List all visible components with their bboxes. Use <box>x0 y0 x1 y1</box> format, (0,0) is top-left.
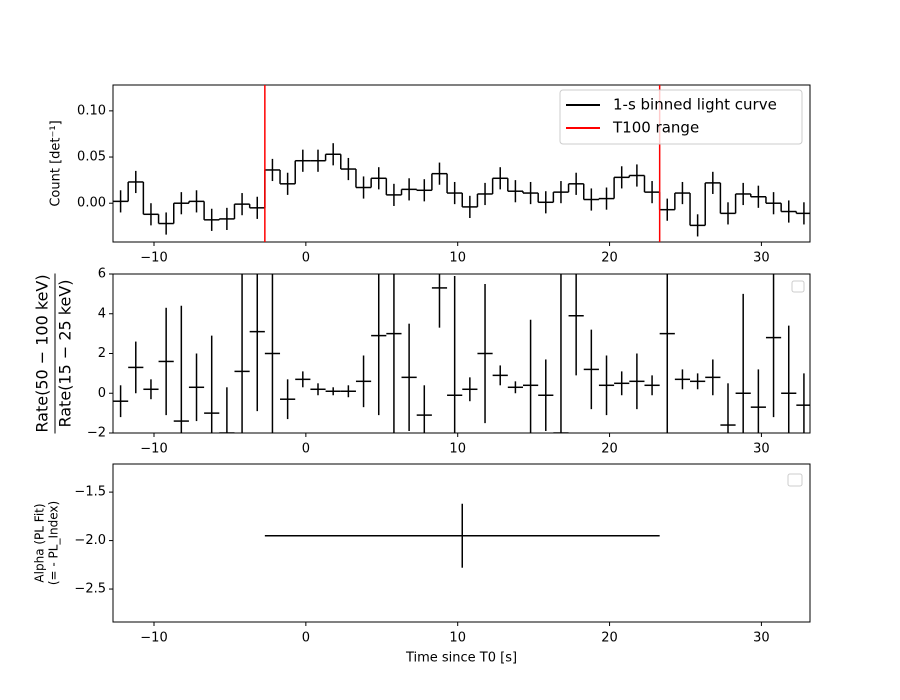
y-tick-label: −2 <box>87 426 106 441</box>
y-tick-label: 0.00 <box>77 196 106 211</box>
legend: 1-s binned light curve T100 range <box>559 89 803 145</box>
y-tick-label: 6 <box>98 267 106 282</box>
x-tick-label: 0 <box>302 251 310 266</box>
x-tick-label: 10 <box>449 251 466 266</box>
y-axis-label: (= - PL_Index) <box>47 501 61 585</box>
y-tick-label: 2 <box>98 346 106 361</box>
y-axis-label: Alpha (PL Fit) <box>33 503 47 582</box>
x-tick-label: −10 <box>140 442 167 457</box>
x-tick-label: 20 <box>601 251 618 266</box>
axes-frame <box>112 463 811 623</box>
plot-area <box>113 274 810 433</box>
x-tick-label: 0 <box>302 631 310 646</box>
y-tick-label: −2.5 <box>74 582 106 597</box>
x-tick-label: −10 <box>140 631 167 646</box>
y-tick-label: −2.0 <box>74 533 106 548</box>
y-tick-label: 0.05 <box>77 150 106 165</box>
y-tick-label: 0 <box>98 386 106 401</box>
y-tick-label: 4 <box>98 306 106 321</box>
y-tick-label: −1.5 <box>74 485 106 500</box>
x-tick-label: 20 <box>601 442 618 457</box>
x-tick-label: 30 <box>753 251 770 266</box>
plot-area <box>113 85 810 242</box>
plot-area <box>264 503 660 568</box>
legend-label: 1-s binned light curve <box>613 96 777 114</box>
empty-legend <box>791 280 805 293</box>
y-axis-label: Count [det⁻¹] <box>49 120 64 206</box>
x-tick-label: 30 <box>753 631 770 646</box>
y-axis-label: Rate(15 − 25 keV) <box>56 279 75 427</box>
x-axis-label: Time since T0 [s] <box>405 651 517 666</box>
x-tick-label: 10 <box>449 631 466 646</box>
x-tick-label: 10 <box>449 442 466 457</box>
y-axis-label: Rate(50 − 100 keV) <box>33 274 52 432</box>
x-tick-label: −10 <box>140 251 167 266</box>
x-tick-label: 0 <box>302 442 310 457</box>
legend-label: T100 range <box>612 119 699 137</box>
x-tick-label: 20 <box>601 631 618 646</box>
x-tick-label: 30 <box>753 442 770 457</box>
empty-legend <box>787 473 803 487</box>
legend-box <box>559 89 803 145</box>
axes-frame <box>112 84 811 243</box>
y-tick-label: 0.10 <box>77 103 106 118</box>
